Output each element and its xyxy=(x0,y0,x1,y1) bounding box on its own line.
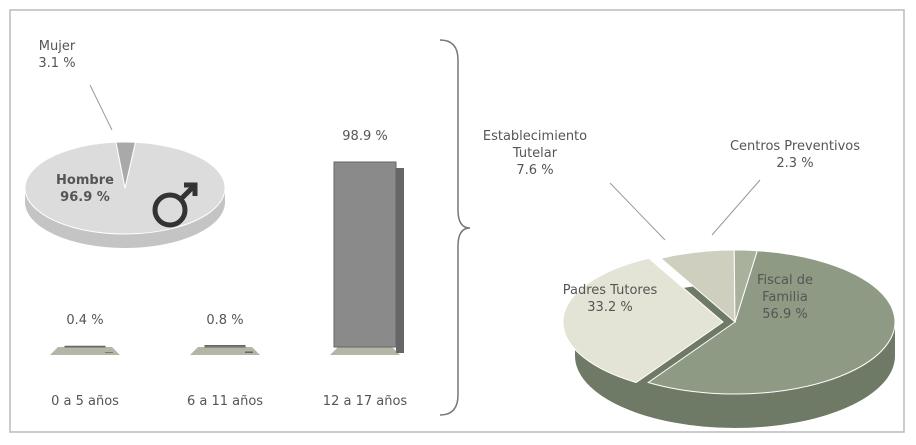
slice-label: Padres Tutores 33.2 % xyxy=(560,282,660,316)
slice-value: 7.6 % xyxy=(516,163,554,178)
bar-side xyxy=(245,351,253,353)
pie-slice xyxy=(115,141,137,189)
slice-value: 33.2 % xyxy=(587,300,633,315)
slice-value: 96.9 % xyxy=(60,190,110,205)
frame xyxy=(9,9,905,433)
bar-category: 0 a 5 años xyxy=(51,394,119,409)
bar xyxy=(333,161,397,348)
slice-label: Mujer 3.1 % xyxy=(22,38,92,72)
slice-name: Fiscal de Familia xyxy=(756,273,814,305)
bar xyxy=(64,345,106,348)
bar-value: 0.4 % xyxy=(66,313,104,329)
slice-name: Establecimiento Tutelar xyxy=(482,129,588,161)
slice-name: Hombre xyxy=(56,173,114,188)
slice-name: Centros Preventivos xyxy=(729,139,861,154)
male-icon xyxy=(152,192,188,228)
bar xyxy=(204,345,246,348)
bar-side xyxy=(396,168,404,353)
bracket xyxy=(439,39,471,416)
pie-slice xyxy=(562,257,724,384)
pie-slice xyxy=(733,249,758,323)
slice-name: Padres Tutores xyxy=(562,283,658,298)
bar-base xyxy=(330,347,400,355)
slice-value: 2.3 % xyxy=(776,156,814,171)
bar-value: 0.8 % xyxy=(206,312,244,328)
leader-line xyxy=(609,182,666,241)
slice-value: 56.9 % xyxy=(762,307,808,322)
slice-name: Mujer xyxy=(38,39,76,54)
slice-label: Centros Preventivos 2.3 % xyxy=(700,138,890,172)
bar-base xyxy=(50,347,120,355)
bar-base xyxy=(190,347,260,355)
slice-label: Hombre 96.9 % xyxy=(40,172,130,206)
leader-line xyxy=(711,179,761,236)
bar-category: 12 a 17 años xyxy=(322,394,408,409)
male-icon-arrow xyxy=(179,182,198,201)
slice-label: Fiscal de Familia 56.9 % xyxy=(735,272,835,323)
slice-label: Establecimiento Tutelar 7.6 % xyxy=(470,128,600,179)
slice-value: 3.1 % xyxy=(38,56,76,71)
bar-side xyxy=(105,352,113,353)
bar-value: 98.9 % xyxy=(342,129,388,144)
pie-slice xyxy=(647,250,896,395)
leader-line xyxy=(89,84,113,131)
bar-category: 6 a 11 años xyxy=(186,394,264,409)
